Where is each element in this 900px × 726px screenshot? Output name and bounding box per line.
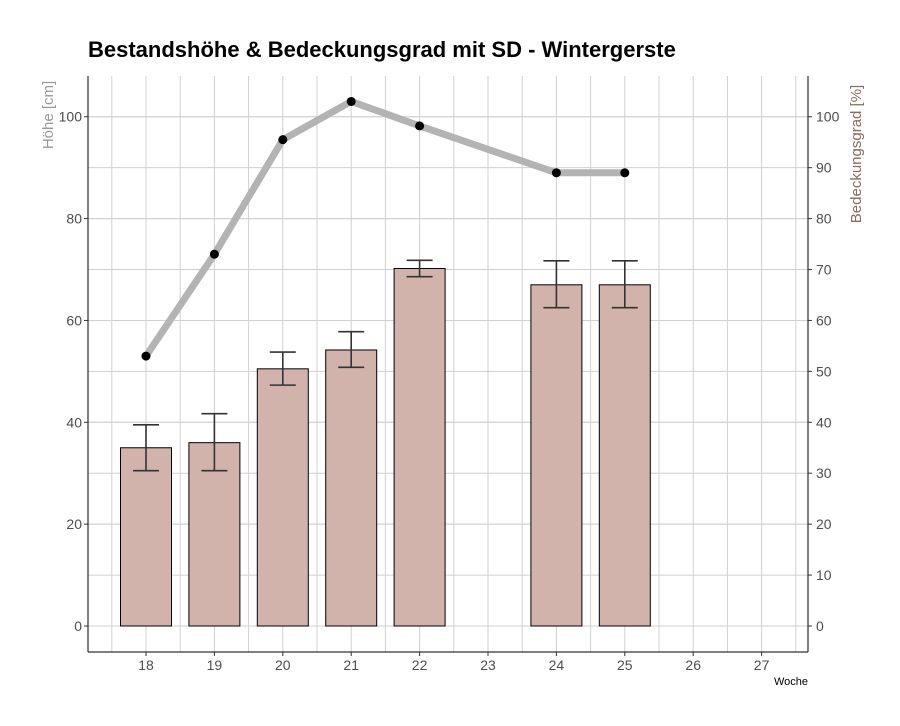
y-tick-label-right: 70: [816, 262, 832, 278]
left-axis-ticks: 0 20 40 60 80 100: [59, 109, 88, 634]
x-tick-label: 24: [549, 657, 565, 673]
y-tick-label-left: 0: [74, 618, 82, 634]
y-tick-label-left: 20: [66, 516, 82, 532]
bar: [256, 368, 309, 627]
bar: [598, 284, 651, 627]
bar: [188, 442, 241, 627]
x-axis-label: Woche: [774, 676, 808, 688]
y-tick-label-right: 90: [816, 160, 832, 176]
x-tick-label: 27: [754, 657, 770, 673]
right-axis-ticks: 0 10 20 30 40 50 60 70 80 90 100: [808, 109, 840, 634]
coverage-point: [209, 249, 219, 259]
y-tick-label-right: 40: [816, 414, 832, 430]
coverage-point: [551, 168, 561, 178]
bar: [120, 447, 172, 627]
coverage-point: [141, 351, 151, 361]
bars: [120, 267, 651, 627]
x-tick-label: 23: [480, 657, 496, 673]
x-tick-label: 19: [207, 657, 223, 673]
bar: [530, 284, 583, 627]
y-tick-label-right: 80: [816, 211, 832, 227]
x-tick-label: 20: [275, 657, 291, 673]
y-tick-label-left: 100: [59, 109, 83, 125]
coverage-point: [620, 168, 630, 178]
y-tick-label-right: 30: [816, 465, 832, 481]
y-tick-label-left: 40: [66, 414, 82, 430]
x-tick-label: 25: [617, 657, 633, 673]
x-tick-label: 26: [685, 657, 701, 673]
y-tick-label-right: 60: [816, 312, 832, 328]
bar: [393, 267, 446, 627]
x-axis-ticks: 18 19 20 21 22 23 24 25 26 27: [138, 652, 770, 673]
axes: [87, 76, 809, 653]
y-tick-label-left: 80: [66, 211, 82, 227]
chart-title: Bestandshöhe & Bedeckungsgrad mit SD - W…: [88, 37, 676, 62]
y-tick-label-right: 0: [816, 618, 824, 634]
coverage-line-layer: [141, 96, 630, 361]
x-tick-label: 22: [412, 657, 428, 673]
y-axis-label-left: Höhe [cm]: [40, 81, 57, 149]
coverage-point: [415, 121, 425, 131]
x-tick-label: 18: [138, 657, 154, 673]
y-tick-label-left: 60: [66, 312, 82, 328]
coverage-point: [346, 96, 356, 106]
y-tick-label-right: 100: [816, 109, 840, 125]
coverage-point: [278, 135, 288, 145]
y-tick-label-right: 20: [816, 516, 832, 532]
x-tick-label: 21: [343, 657, 359, 673]
bar: [325, 349, 378, 627]
error-bars: [133, 259, 638, 472]
y-tick-label-right: 10: [816, 567, 832, 583]
y-tick-label-right: 50: [816, 363, 832, 379]
y-axis-label-right: Bedeckungsgrad [%]: [848, 85, 865, 223]
